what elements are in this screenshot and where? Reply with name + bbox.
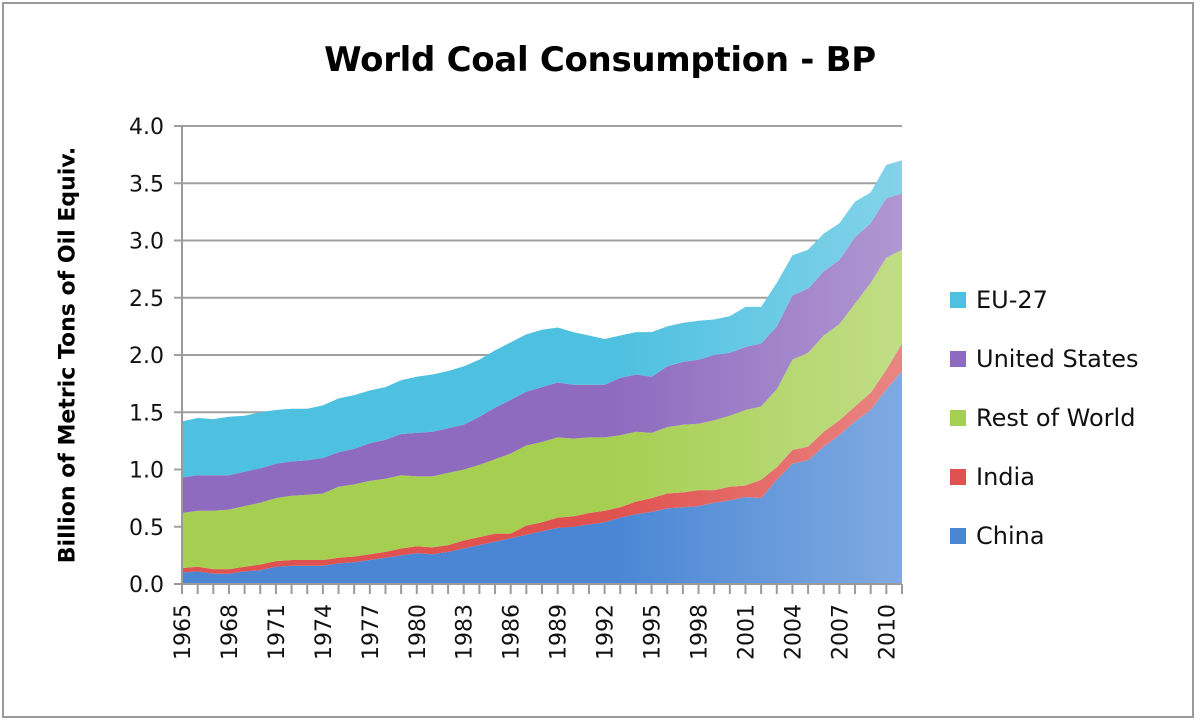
x-tick-label: 1965 xyxy=(171,604,196,660)
x-tick-label: 1995 xyxy=(641,604,666,660)
area-series xyxy=(182,160,902,584)
legend-item-rest-of-world: Rest of World xyxy=(950,388,1139,447)
area-united-states xyxy=(182,193,902,513)
area-rest-of-world xyxy=(182,249,902,570)
legend: EU-27 United States Rest of World India … xyxy=(950,270,1139,565)
legend-label-united-states: United States xyxy=(976,344,1139,373)
y-tick-label: 3.5 xyxy=(129,172,164,197)
y-tick-label: 3.0 xyxy=(129,230,164,255)
legend-label-eu27: EU-27 xyxy=(976,285,1048,314)
area-india xyxy=(182,343,902,574)
legend-label-rest-of-world: Rest of World xyxy=(976,403,1136,432)
legend-swatch-rest-of-world xyxy=(950,409,966,426)
x-tick-label: 1974 xyxy=(312,604,337,660)
y-tick-label: 1.5 xyxy=(129,401,164,426)
x-tick-label: 1983 xyxy=(453,604,478,660)
legend-label-india: India xyxy=(976,462,1035,491)
y-tick-label: 2.5 xyxy=(129,287,164,312)
legend-swatch-united-states xyxy=(950,350,966,367)
x-tick-label: 1989 xyxy=(547,604,572,660)
y-tick-label: 0.0 xyxy=(129,573,164,598)
x-tick-label: 1977 xyxy=(359,604,384,660)
legend-swatch-china xyxy=(950,527,966,544)
x-tick-label: 2004 xyxy=(781,604,806,660)
legend-swatch-india xyxy=(950,468,966,485)
x-tick-label: 1968 xyxy=(218,604,243,660)
y-tick-labels: 0.0 0.5 1.0 1.5 2.0 2.5 3.0 3.5 4.0 xyxy=(129,115,164,598)
legend-item-china: China xyxy=(950,506,1139,565)
y-tick-label: 1.0 xyxy=(129,459,164,484)
area-china xyxy=(182,371,902,584)
y-tick-label: 2.0 xyxy=(129,344,164,369)
legend-item-eu27: EU-27 xyxy=(950,270,1139,329)
legend-item-india: India xyxy=(950,447,1139,506)
y-tick-label: 4.0 xyxy=(129,115,164,140)
x-tick-label: 2001 xyxy=(734,604,759,660)
x-tick-label: 1992 xyxy=(594,604,619,660)
legend-item-united-states: United States xyxy=(950,329,1139,388)
x-tick-label: 2007 xyxy=(828,604,853,660)
legend-label-china: China xyxy=(976,521,1045,550)
x-tick-label: 1998 xyxy=(688,604,713,660)
y-tick-label: 0.5 xyxy=(129,516,164,541)
legend-swatch-eu27 xyxy=(950,291,966,308)
x-tick-labels: 1965 1968 1971 1974 1977 1980 1983 1986 1989 1992… xyxy=(171,604,900,660)
area-eu-27 xyxy=(182,160,902,478)
chart-title: World Coal Consumption - BP xyxy=(324,40,876,80)
x-tick-label: 1986 xyxy=(500,604,525,660)
x-tick-label: 1971 xyxy=(265,604,290,660)
axes xyxy=(174,126,903,594)
x-tick-label: 1980 xyxy=(406,604,431,660)
x-tick-label: 2010 xyxy=(875,604,900,660)
